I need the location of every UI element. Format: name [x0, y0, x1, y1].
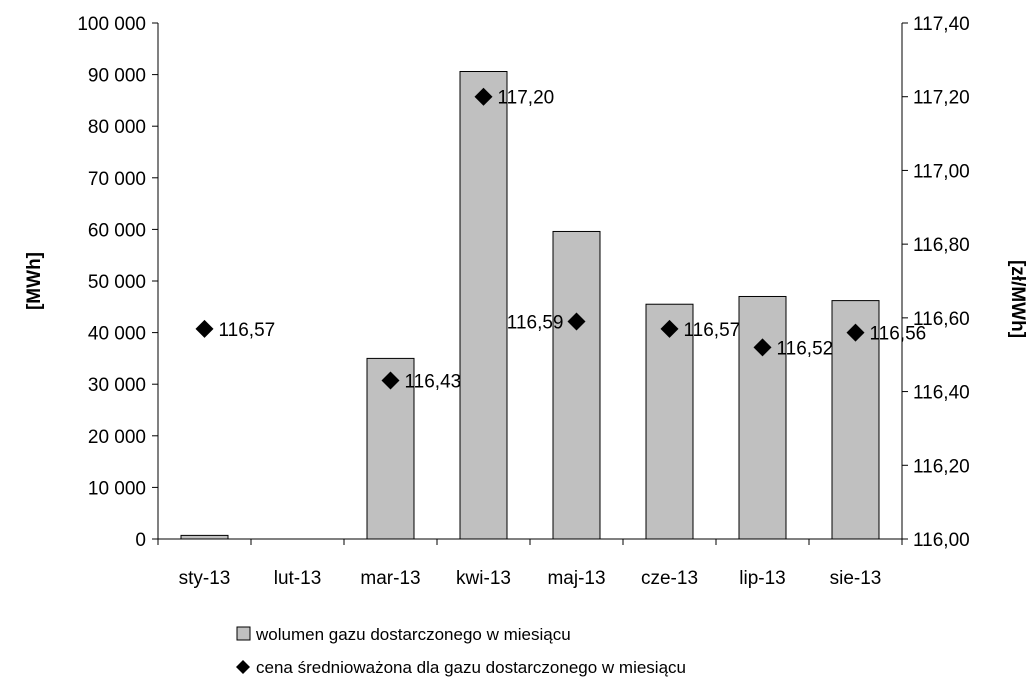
bar-maj-13 [552, 230, 601, 540]
x-tick-label: cze-13 [641, 568, 698, 589]
x-tick-label: maj-13 [547, 568, 605, 589]
y2-axis-title: [zł/MWh] [1007, 260, 1028, 338]
price-marker-sty-13 [195, 319, 214, 338]
legend: wolumen gazu dostarczonego w miesiącu ce… [236, 625, 686, 677]
y-tick-label: 30 000 [88, 375, 146, 396]
y-tick-label: 80 000 [88, 117, 146, 138]
legend-marker-diamond [236, 660, 250, 674]
x-tick-label: sty-13 [179, 568, 231, 589]
price-marker-sie-13 [846, 323, 865, 342]
axes-layer: 0 10 000 20 000 30 000 40 000 50 000 60 000 70 … [77, 14, 969, 589]
y-tick-label: 20 000 [88, 427, 146, 448]
x-tick-label: mar-13 [360, 568, 420, 589]
bar-lip-13 [738, 295, 787, 540]
y2-tick-label: 116,40 [913, 383, 970, 404]
y-tick-label: 0 [135, 530, 146, 551]
y2-tick-label: 116,60 [913, 309, 970, 330]
markers-layer: 116,57 116,43 117,20 116,59 116,57 116,52 116,… [195, 87, 927, 393]
y-tick-label: 40 000 [88, 324, 146, 345]
y-tick-label: 50 000 [88, 272, 146, 293]
price-label-kwi-13: 117,20 [498, 88, 555, 109]
y-tick-label: 10 000 [88, 478, 146, 499]
y2-tick-label: 117,40 [913, 14, 970, 35]
legend-label-price: cena średnioważona dla gazu dostarczoneg… [256, 658, 686, 677]
price-label-mar-13: 116,43 [405, 372, 462, 393]
y-axis-title: [MWh] [24, 252, 45, 310]
price-marker-mar-13 [381, 371, 400, 390]
price-label-sty-13: 116,57 [219, 320, 276, 341]
x-tick-label: sie-13 [830, 568, 882, 589]
y-tick-label: 60 000 [88, 220, 146, 241]
bar-cze-13 [645, 303, 694, 540]
price-label-lip-13: 116,52 [777, 338, 834, 359]
bars-layer [180, 71, 880, 540]
y2-tick-label: 116,20 [913, 456, 970, 477]
bar-kwi-13 [459, 71, 508, 540]
price-label-maj-13: 116,59 [507, 313, 564, 334]
legend-label-volume: wolumen gazu dostarczonego w miesiącu [255, 625, 571, 644]
x-tick-label: kwi-13 [456, 568, 511, 589]
legend-swatch-bar [236, 626, 251, 641]
price-marker-cze-13 [660, 319, 679, 338]
y2-tick-label: 116,00 [913, 530, 970, 551]
y2-tick-label: 117,20 [913, 88, 970, 109]
y-tick-label: 90 000 [88, 66, 146, 87]
price-label-cze-13: 116,57 [684, 320, 741, 341]
x-tick-label: lip-13 [739, 568, 785, 589]
price-marker-maj-13 [567, 312, 586, 331]
price-marker-lip-13 [753, 338, 772, 357]
y2-tick-label: 116,80 [913, 235, 970, 256]
y-tick-label: 70 000 [88, 169, 146, 190]
price-label-sie-13: 116,56 [870, 324, 927, 345]
price-marker-kwi-13 [474, 87, 493, 106]
y2-tick-label: 117,00 [913, 161, 970, 182]
y-tick-label: 100 000 [77, 14, 146, 35]
x-tick-label: lut-13 [274, 568, 322, 589]
bar-sty-13 [180, 534, 229, 540]
